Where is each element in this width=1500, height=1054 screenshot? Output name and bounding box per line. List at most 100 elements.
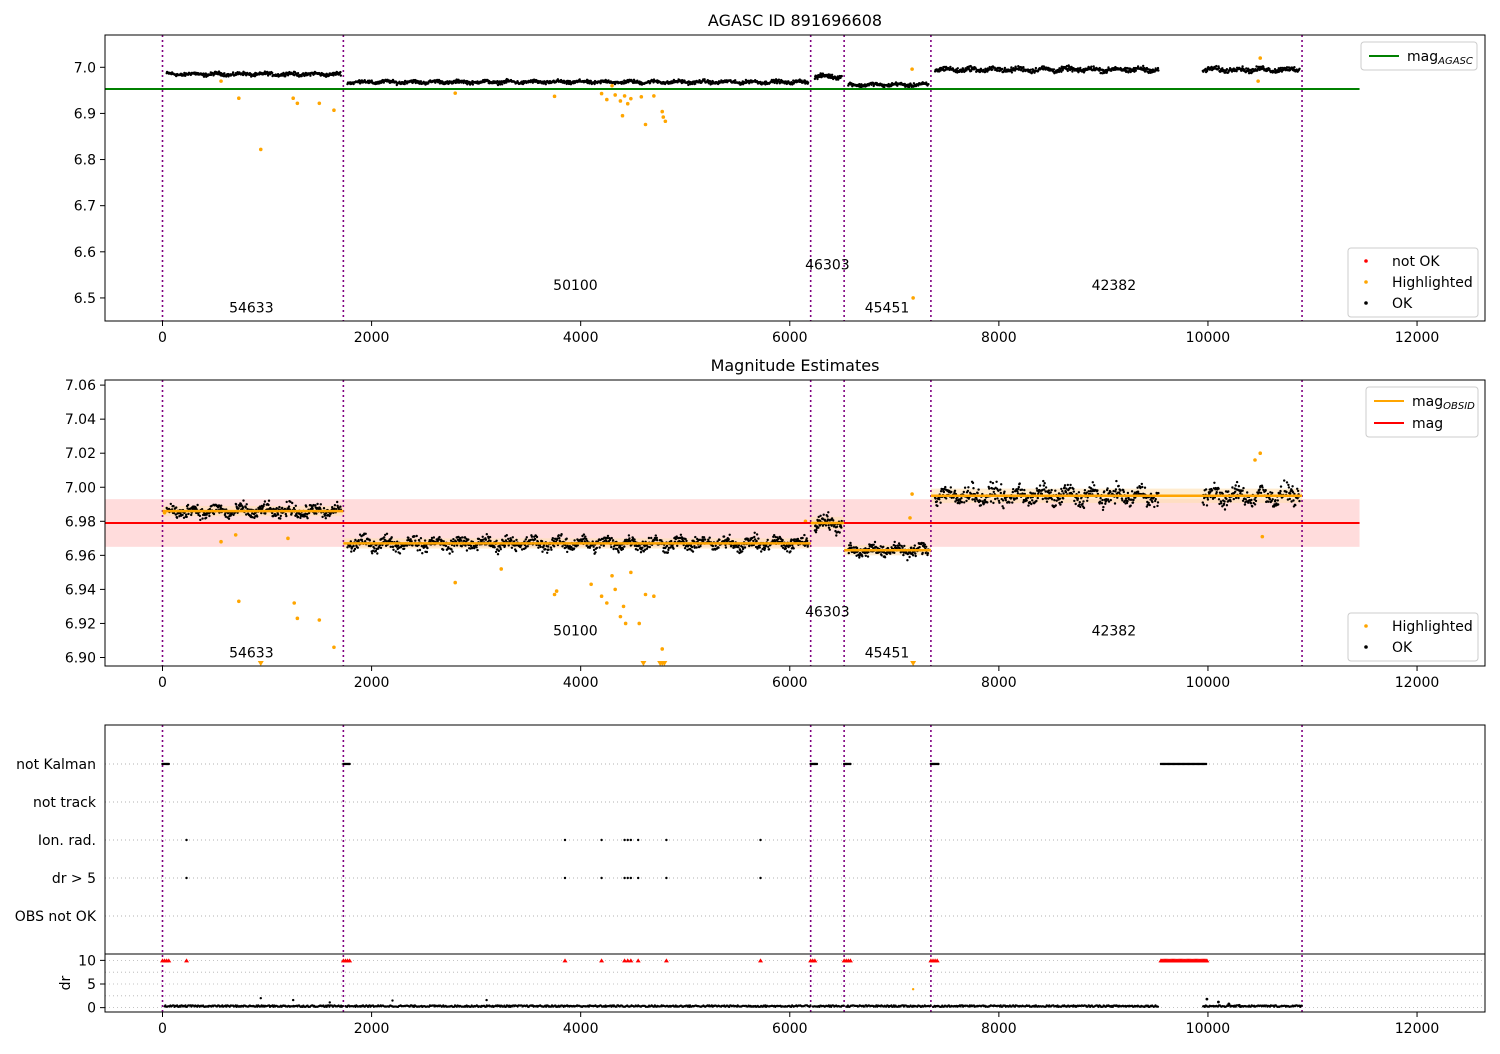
estimates-ok-point bbox=[1030, 503, 1032, 505]
estimates-ok-point bbox=[1136, 487, 1138, 489]
estimates-ok-point bbox=[336, 501, 338, 503]
estimates-ok-point bbox=[729, 534, 731, 536]
agasc-ok-point bbox=[1135, 70, 1137, 72]
estimates-ok-point bbox=[558, 534, 560, 536]
estimates-ok-point bbox=[553, 545, 555, 547]
estimates-ok-point bbox=[974, 500, 976, 502]
estimates-ok-point bbox=[1144, 487, 1146, 489]
estimates-ok-point bbox=[894, 545, 896, 547]
estimates-ok-point bbox=[861, 555, 863, 557]
estimates-ok-point bbox=[1086, 500, 1088, 502]
agasc-x-tick-label: 10000 bbox=[1186, 330, 1231, 346]
estimates-ok-point bbox=[416, 535, 418, 537]
estimates-ok-point bbox=[667, 551, 669, 553]
estimates-highlighted-point bbox=[555, 589, 559, 593]
agasc-ok-point bbox=[1079, 67, 1081, 69]
estimates-ok-point bbox=[1106, 487, 1108, 489]
agasc-x-tick-label: 12000 bbox=[1395, 330, 1440, 346]
agasc-highlighted-point bbox=[613, 93, 617, 97]
estimates-ok-point bbox=[369, 539, 371, 541]
estimates-ok-point bbox=[1141, 486, 1143, 488]
estimates-ok-point bbox=[1012, 488, 1014, 490]
agasc-highlighted-point bbox=[623, 94, 627, 98]
agasc-ok-point bbox=[501, 83, 503, 85]
estimates-ok-point bbox=[849, 542, 851, 544]
flag-marker bbox=[564, 877, 566, 879]
estimates-ok-point bbox=[672, 548, 674, 550]
estimates-ok-point bbox=[350, 550, 352, 552]
estimates-ok-point bbox=[886, 553, 888, 555]
estimates-ok-point bbox=[461, 536, 463, 538]
estimates-ok-point bbox=[1077, 497, 1079, 499]
estimates-ok-point bbox=[482, 536, 484, 538]
estimates-ok-point bbox=[1031, 499, 1033, 501]
estimates-ok-point bbox=[1093, 484, 1095, 486]
estimates-line-legend-subscript: OBSID bbox=[1443, 401, 1475, 412]
estimates-ok-point bbox=[365, 533, 367, 535]
estimates-ok-point bbox=[1155, 498, 1157, 500]
flag-marker bbox=[185, 877, 187, 879]
estimates-ok-point bbox=[603, 545, 605, 547]
estimates-ok-point bbox=[357, 547, 359, 549]
estimates-ok-point bbox=[709, 537, 711, 539]
estimates-ok-point bbox=[418, 539, 420, 541]
estimates-ok-point bbox=[466, 549, 468, 551]
estimates-ok-point bbox=[245, 506, 247, 508]
estimates-ok-point bbox=[1002, 507, 1004, 509]
estimates-ok-point bbox=[936, 505, 938, 507]
estimates-ok-point bbox=[918, 546, 920, 548]
estimates-ok-point bbox=[1251, 505, 1253, 507]
estimates-ok-point bbox=[1261, 486, 1263, 488]
estimates-ok-point bbox=[1246, 491, 1248, 493]
estimates-ok-point bbox=[242, 499, 244, 501]
estimates-obsid-label: 45451 bbox=[865, 645, 910, 661]
agasc-ok-series-50100 bbox=[346, 78, 809, 86]
estimates-ok-point bbox=[1149, 504, 1151, 506]
estimates-ok-point bbox=[839, 531, 841, 533]
estimates-ok-point bbox=[816, 519, 818, 521]
estimates-ok-point bbox=[1064, 484, 1066, 486]
estimates-ok-point bbox=[670, 540, 672, 542]
estimates-ok-point bbox=[1157, 501, 1159, 503]
agasc-ok-point bbox=[223, 72, 225, 74]
estimates-ok-point bbox=[848, 552, 850, 554]
estimates-ok-point bbox=[306, 517, 308, 519]
estimates-ok-point bbox=[1115, 488, 1117, 490]
estimates-ok-point bbox=[850, 547, 852, 549]
estimates-ok-point bbox=[541, 551, 543, 553]
agasc-obsid-label: 54633 bbox=[229, 301, 274, 317]
estimates-ok-point bbox=[426, 551, 428, 553]
agasc-highlighted-point bbox=[332, 108, 336, 112]
estimates-ok-point bbox=[925, 552, 927, 554]
estimates-ok-point bbox=[967, 490, 969, 492]
estimates-ok-point bbox=[201, 517, 203, 519]
estimates-ok-point bbox=[655, 534, 657, 536]
estimates-ok-point bbox=[314, 504, 316, 506]
agasc-ok-point bbox=[807, 81, 809, 83]
estimates-ok-point bbox=[267, 504, 269, 506]
estimates-ok-point bbox=[495, 540, 497, 542]
estimates-ok-point bbox=[789, 545, 791, 547]
agasc-ok-point bbox=[545, 83, 547, 85]
estimates-ok-point bbox=[894, 541, 896, 543]
estimates-ok-point bbox=[963, 501, 965, 503]
estimates-ok-point bbox=[1079, 506, 1081, 508]
estimates-ok-point bbox=[703, 536, 705, 538]
estimates-ok-point bbox=[880, 554, 882, 556]
estimates-ok-point bbox=[832, 519, 834, 521]
estimates-ok-point bbox=[172, 505, 174, 507]
estimates-ok-point bbox=[950, 486, 952, 488]
dr-flag-marker bbox=[563, 958, 568, 962]
estimates-ok-point bbox=[1235, 484, 1237, 486]
magnitude-estimates-title: Magnitude Estimates bbox=[711, 356, 880, 375]
agasc-y-tick-label: 6.9 bbox=[74, 106, 96, 122]
estimates-ok-point bbox=[583, 533, 585, 535]
estimates-ok-point bbox=[451, 551, 453, 553]
estimates-ok-point bbox=[1291, 485, 1293, 487]
estimates-ok-point bbox=[874, 541, 876, 543]
estimates-ok-point bbox=[1127, 492, 1129, 494]
estimates-ok-point bbox=[506, 534, 508, 536]
agasc-ok-series-42382 bbox=[934, 64, 1301, 74]
estimates-ok-point bbox=[467, 538, 469, 540]
estimates-x-tick-label: 0 bbox=[158, 675, 167, 691]
